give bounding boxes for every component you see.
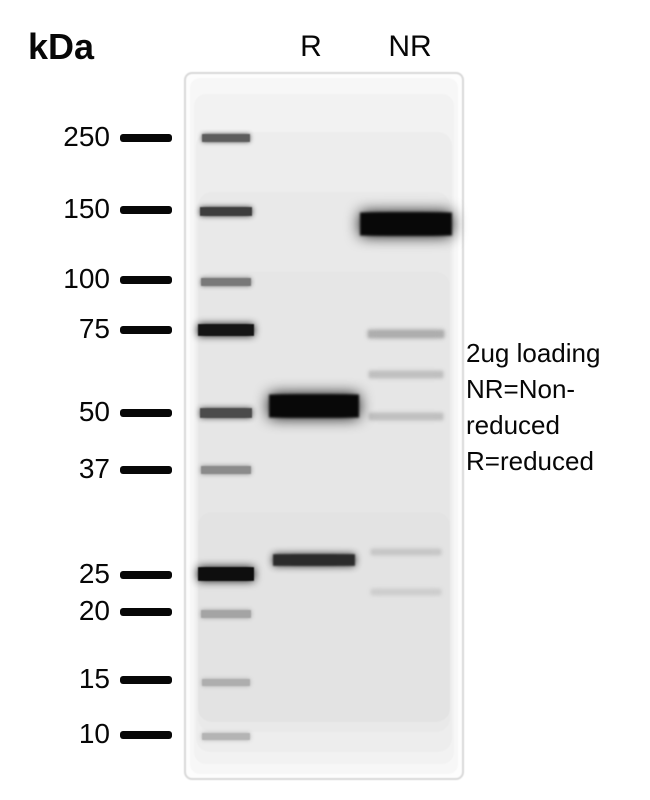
gel-plate	[184, 72, 464, 780]
gel-band-ladder	[202, 733, 250, 740]
mw-tick-dash	[120, 409, 172, 417]
mw-tick-dash	[120, 731, 172, 739]
gel-band-nr	[360, 212, 452, 236]
gel-band-nr	[371, 549, 441, 555]
y-axis-title: kDa	[28, 26, 94, 68]
mw-tick-dash	[120, 571, 172, 579]
gel-band-ladder	[201, 278, 251, 286]
figure-stage: kDa R NR 2ug loading NR=Non- reduced R=r…	[0, 0, 650, 800]
mw-tick-label: 50	[0, 396, 110, 428]
lane-label-r: R	[281, 30, 341, 64]
gel-band-nr	[371, 589, 441, 595]
gel-band-ladder	[202, 679, 250, 686]
mw-tick-label: 75	[0, 313, 110, 345]
gel-band-ladder	[202, 134, 250, 142]
mw-tick-dash	[120, 206, 172, 214]
gel-band-nr	[369, 413, 443, 420]
gel-band-nr	[368, 330, 444, 338]
mw-tick-dash	[120, 326, 172, 334]
gel-band-r	[269, 394, 359, 418]
mw-tick-label: 10	[0, 718, 110, 750]
mw-tick-dash	[120, 134, 172, 142]
annotation-line: reduced	[466, 407, 646, 443]
gel-band-ladder	[201, 610, 251, 618]
gel-band-r	[273, 554, 355, 566]
annotation-line: 2ug loading	[466, 335, 646, 371]
mw-tick-dash	[120, 676, 172, 684]
gel-band-ladder	[200, 207, 252, 216]
mw-tick-dash	[120, 608, 172, 616]
gel-band-ladder	[198, 324, 254, 336]
mw-tick-label: 20	[0, 595, 110, 627]
mw-tick-label: 37	[0, 453, 110, 485]
mw-tick-label: 25	[0, 558, 110, 590]
loading-annotation: 2ug loading NR=Non- reduced R=reduced	[466, 335, 646, 479]
gel-band-nr	[369, 371, 443, 378]
mw-tick-dash	[120, 276, 172, 284]
mw-tick-label: 150	[0, 193, 110, 225]
annotation-line: R=reduced	[466, 443, 646, 479]
mw-tick-label: 15	[0, 663, 110, 695]
gel-band-ladder	[201, 466, 251, 474]
gel-border	[184, 72, 464, 780]
mw-tick-dash	[120, 466, 172, 474]
mw-tick-label: 100	[0, 263, 110, 295]
lane-label-nr: NR	[370, 30, 450, 64]
mw-tick-label: 250	[0, 121, 110, 153]
gel-band-ladder	[200, 408, 252, 418]
gel-band-ladder	[198, 567, 254, 581]
annotation-line: NR=Non-	[466, 371, 646, 407]
